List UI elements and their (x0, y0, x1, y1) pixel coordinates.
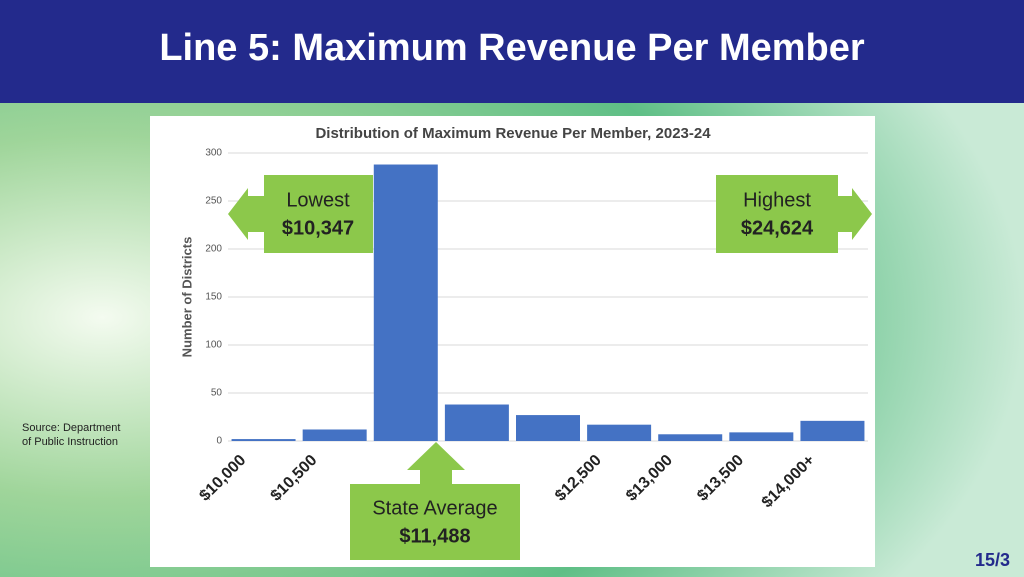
callout-lowest (228, 175, 373, 253)
page-number: 15/3 (975, 550, 1010, 570)
y-tick-label: 0 (216, 436, 222, 447)
y-tick-label: 300 (205, 148, 222, 159)
y-tick-label: 100 (205, 340, 222, 351)
bar (800, 420, 865, 441)
callout-label: State Average (372, 497, 497, 519)
y-tick-label: 200 (205, 244, 222, 255)
bar (516, 415, 580, 441)
callout-average (350, 442, 520, 560)
bar (444, 404, 509, 441)
callout-value: $24,624 (741, 217, 814, 239)
source: of Public Instruction (22, 436, 118, 448)
callout-label: Lowest (286, 189, 350, 211)
slide-title: Line 5: Maximum Revenue Per Member (159, 27, 865, 69)
bar (302, 429, 367, 441)
bar (373, 164, 438, 441)
y-tick-label: 150 (205, 292, 222, 303)
callout-highest (716, 175, 872, 253)
y-tick-label: 250 (205, 196, 222, 207)
source: Source: Department (22, 422, 120, 434)
title-banner (0, 0, 1024, 103)
callout-label: Highest (743, 189, 811, 211)
callout-value: $11,488 (399, 525, 470, 547)
chart-title: Distribution of Maximum Revenue Per Memb… (315, 125, 711, 142)
bar (231, 439, 296, 441)
callout-value: $10,347 (282, 217, 354, 239)
annotations: Lowest $10,347 Highest $24,624 State Ave… (228, 175, 872, 560)
bar (729, 432, 794, 441)
bar (658, 434, 723, 441)
y-tick-label: 50 (211, 388, 223, 399)
y-axis-label: Number of Districts (179, 237, 194, 358)
bar (587, 424, 652, 441)
